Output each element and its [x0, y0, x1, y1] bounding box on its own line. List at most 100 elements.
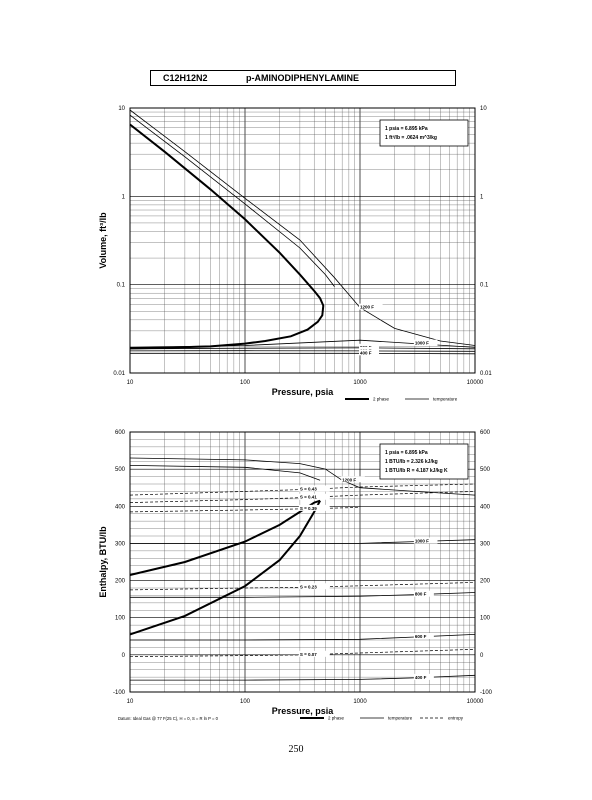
legend-label: temperature	[433, 397, 458, 402]
datum-note: Datum: Ideal Gas @ 77 F(25 C), H = 0, S …	[118, 716, 219, 721]
two-phase-curve	[129, 123, 325, 350]
curve-label-bg	[341, 476, 365, 483]
legend-label: temperature	[388, 716, 413, 721]
entropy-label: S = 0.41	[300, 495, 317, 500]
entropy-curve	[129, 483, 476, 496]
note-line: 1 BTU/lb = 2.326 kJ/kg	[385, 459, 438, 465]
y-tick-label-left: 500	[115, 467, 126, 473]
temperature-curve	[129, 347, 476, 350]
y-tick-label-right: 0.01	[480, 371, 492, 377]
x-tick-label: 10000	[467, 699, 484, 705]
curve-label-bg	[298, 485, 330, 492]
plot-frame	[129, 107, 476, 374]
temperature-curve	[129, 457, 476, 496]
y-tick-label-left: 300	[115, 541, 126, 547]
y-tick-label-right: 400	[480, 504, 491, 510]
temperature-curve	[129, 350, 476, 352]
temperature-curve	[130, 352, 476, 355]
y-tick-label-right: 10	[480, 106, 487, 112]
y-tick-label-right: 500	[480, 467, 491, 473]
y-tick-label-right: 0	[480, 653, 484, 659]
entropy-curve	[129, 507, 361, 513]
temperature-label: 1000 F	[415, 341, 429, 346]
y-tick-label-left: 200	[115, 579, 126, 585]
y-tick-label-left: -100	[113, 690, 126, 696]
x-tick-label: 1000	[353, 380, 367, 386]
temperature-label: 800 F	[415, 592, 427, 597]
y-tick-label-left: 10	[118, 106, 125, 112]
y-tick-label-right: 600	[480, 430, 491, 436]
temperature-label: 1000 F	[415, 539, 429, 544]
y-tick-label-left: 0.01	[113, 371, 125, 377]
temperature-curve	[129, 114, 335, 287]
entropy-label: S = 0.07	[300, 652, 317, 657]
page-number: 250	[288, 744, 304, 755]
entropy-curve	[129, 582, 476, 591]
y-axis-label: Volume, ft³/lb	[98, 212, 108, 269]
note-line: 1 ft³/lb = .0624 m^3/kg	[385, 135, 437, 141]
y-tick-label-right: 200	[480, 579, 491, 585]
x-tick-label: 100	[240, 380, 251, 386]
curve-label-bg	[298, 493, 330, 500]
curve-label-bg	[359, 349, 379, 356]
temperature-curve	[130, 634, 476, 641]
y-axis-label: Enthalpy, BTU/lb	[98, 526, 108, 598]
x-tick-label: 1000	[353, 699, 367, 705]
entropy-curve	[129, 491, 476, 503]
x-tick-label: 10	[127, 380, 134, 386]
note-box	[379, 119, 469, 147]
temperature-label: 1200 F	[342, 477, 356, 482]
chemical-formula: C12H12N2	[163, 73, 208, 83]
two-phase-curve	[129, 500, 321, 636]
y-tick-label-right: 1	[480, 194, 484, 200]
curve-label-bg	[359, 303, 383, 310]
plot-frame	[129, 431, 476, 693]
x-axis-label: Pressure, psia	[272, 387, 335, 397]
y-tick-label-left: 0.1	[117, 283, 126, 289]
note-line: 1 psia = 6.895 kPa	[385, 126, 428, 132]
y-tick-label-right: 0.1	[480, 283, 489, 289]
two-phase-curve	[129, 499, 321, 576]
y-tick-label-left: 400	[115, 504, 126, 510]
curve-label-bg	[413, 590, 434, 597]
temperature-label: 400 F	[415, 675, 427, 680]
y-tick-label-right: 100	[480, 616, 491, 622]
y-tick-label-right: 300	[480, 541, 491, 547]
chemical-name: p-AMINODIPHENYLAMINE	[246, 73, 359, 83]
chart-title-box: C12H12N2 p-AMINODIPHENYLAMINE	[150, 70, 456, 86]
y-tick-label-left: 0	[122, 653, 126, 659]
curve-label-bg	[413, 537, 438, 544]
y-tick-label-left: 100	[115, 616, 126, 622]
legend-label: 2 phase	[373, 397, 390, 402]
x-tick-label: 100	[240, 699, 251, 705]
temperature-label: 600 F	[415, 634, 427, 639]
curve-label-bg	[413, 673, 434, 680]
x-tick-label: 10000	[467, 380, 484, 386]
x-tick-label: 10	[127, 699, 134, 705]
y-tick-label-left: 600	[115, 430, 126, 436]
curve-label-bg	[298, 583, 330, 590]
entropy-curve	[129, 648, 476, 658]
legend-label: entropy	[448, 716, 464, 721]
curve-label-bg	[298, 504, 330, 511]
y-tick-label-left: 1	[122, 194, 126, 200]
entropy-label: S = 0.23	[300, 584, 317, 589]
note-line: 1 BTU/lb R = 4.187 kJ/kg K	[385, 468, 448, 474]
entropy-label: S = 0.43	[300, 487, 317, 492]
temperature-label: 400 F	[360, 350, 372, 355]
x-axis-label: Pressure, psia	[272, 706, 335, 716]
temperature-curve	[130, 674, 476, 681]
note-line: 1 psia = 6.895 kPa	[385, 450, 428, 456]
entropy-label: S = 0.39	[300, 506, 317, 511]
y-tick-label-right: -100	[480, 690, 493, 696]
temperature-curve	[129, 465, 321, 481]
temperature-label: 1200 F	[360, 305, 374, 310]
temperature-curve	[129, 109, 476, 346]
legend-label: 2 phase	[328, 716, 345, 721]
curve-label-bg	[359, 343, 379, 350]
curve-label-bg	[413, 339, 438, 346]
curve-label-bg	[413, 633, 434, 640]
note-box	[379, 443, 469, 480]
curve-label-bg	[298, 650, 330, 657]
